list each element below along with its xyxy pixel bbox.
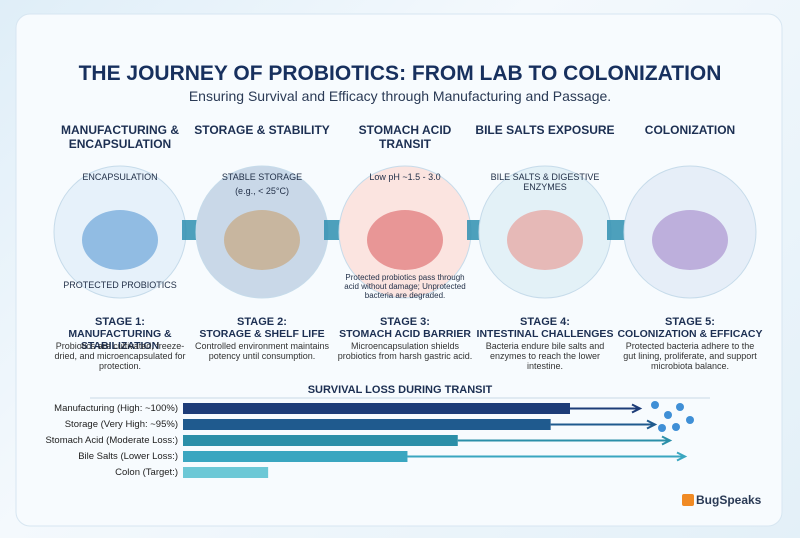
illustration-label: STABLE STORAGE: [221, 172, 303, 182]
bar-label: Bile Salts (Lower Loss:): [78, 451, 178, 462]
bar: [183, 435, 458, 446]
bar: [183, 419, 551, 430]
title: THE JOURNEY OF PROBIOTICS: FROM LAB TO C…: [78, 62, 722, 85]
bar: [183, 451, 408, 462]
stage-description: Controlled environment maintains potency…: [194, 341, 330, 361]
flow-arrow: [407, 451, 688, 462]
stage-title: MANUFACTURING & STABILIZATION: [68, 328, 172, 352]
illustration-shape: [507, 210, 583, 270]
bacteria-dot: [658, 424, 666, 432]
stage-label: STAGE 3:: [380, 316, 430, 328]
stage-label: STAGE 1:: [95, 316, 145, 328]
brand-icon: [682, 494, 694, 506]
bar-label: Stomach Acid (Moderate Loss:): [45, 435, 178, 446]
illustration-shape: [367, 210, 443, 270]
stage-heading: BILE SALTS EXPOSURE: [475, 123, 615, 137]
illustration-label: PROTECTED PROBIOTICS: [63, 280, 177, 290]
bar: [183, 467, 269, 478]
flow-arrow: [570, 403, 643, 414]
bacteria-dot: [664, 411, 672, 419]
bar: [183, 403, 570, 414]
stage-title: INTESTINAL CHALLENGES: [476, 328, 614, 340]
stage-description: Microencapsulation shields probiotics fr…: [337, 341, 473, 361]
stage-label: STAGE 2:: [237, 316, 287, 328]
chart-title: SURVIVAL LOSS DURING TRANSIT: [307, 384, 493, 396]
bacteria-dot: [676, 403, 684, 411]
bacteria-dot: [651, 401, 659, 409]
illustration-shape: [82, 210, 158, 270]
illustration-label: Low pH ~1.5 - 3.0: [369, 172, 441, 182]
stage-label: STAGE 5:: [665, 316, 715, 328]
bacteria-dot: [686, 416, 694, 424]
bar-label: Manufacturing (High: ~100%): [54, 403, 178, 414]
stage-heading: MANUFACTURING & ENCAPSULATION: [61, 123, 179, 151]
subtitle: Ensuring Survival and Efficacy through M…: [188, 88, 612, 104]
bar-label: Storage (Very High: ~95%): [64, 419, 178, 430]
illustration-shape: [224, 210, 300, 270]
stage-description: Bacteria endure bile salts and enzymes t…: [485, 341, 605, 371]
stage-description: Protected bacteria adhere to the gut lin…: [623, 341, 757, 371]
stage-title: STORAGE & SHELF LIFE: [199, 328, 325, 340]
illustration-label: ENCAPSULATION: [82, 172, 158, 182]
illustration-label: BILE SALTS & DIGESTIVE ENZYMES: [490, 172, 600, 192]
flow-arrow: [550, 419, 658, 430]
stage-description: Probiotics are cultivated, freeze-dried,…: [54, 341, 186, 371]
stage-title: COLONIZATION & EFFICACY: [617, 328, 763, 340]
stage-heading: COLONIZATION: [644, 123, 736, 137]
illustration-label: (e.g., < 25°C): [235, 186, 289, 196]
bar-label: Colon (Target:): [115, 467, 178, 478]
illustration-label: Protected probiotics pass through acid w…: [344, 273, 466, 300]
stage-heading: STOMACH ACID TRANSIT: [358, 123, 452, 151]
bacteria-dot: [672, 423, 680, 431]
illustration-shape: [652, 210, 728, 270]
flow-arrow: [457, 435, 673, 446]
stage-title: STOMACH ACID BARRIER: [339, 328, 471, 340]
stage-heading: STORAGE & STABILITY: [194, 123, 330, 137]
brand: BugSpeaks: [696, 493, 762, 507]
stage-label: STAGE 4:: [520, 316, 570, 328]
